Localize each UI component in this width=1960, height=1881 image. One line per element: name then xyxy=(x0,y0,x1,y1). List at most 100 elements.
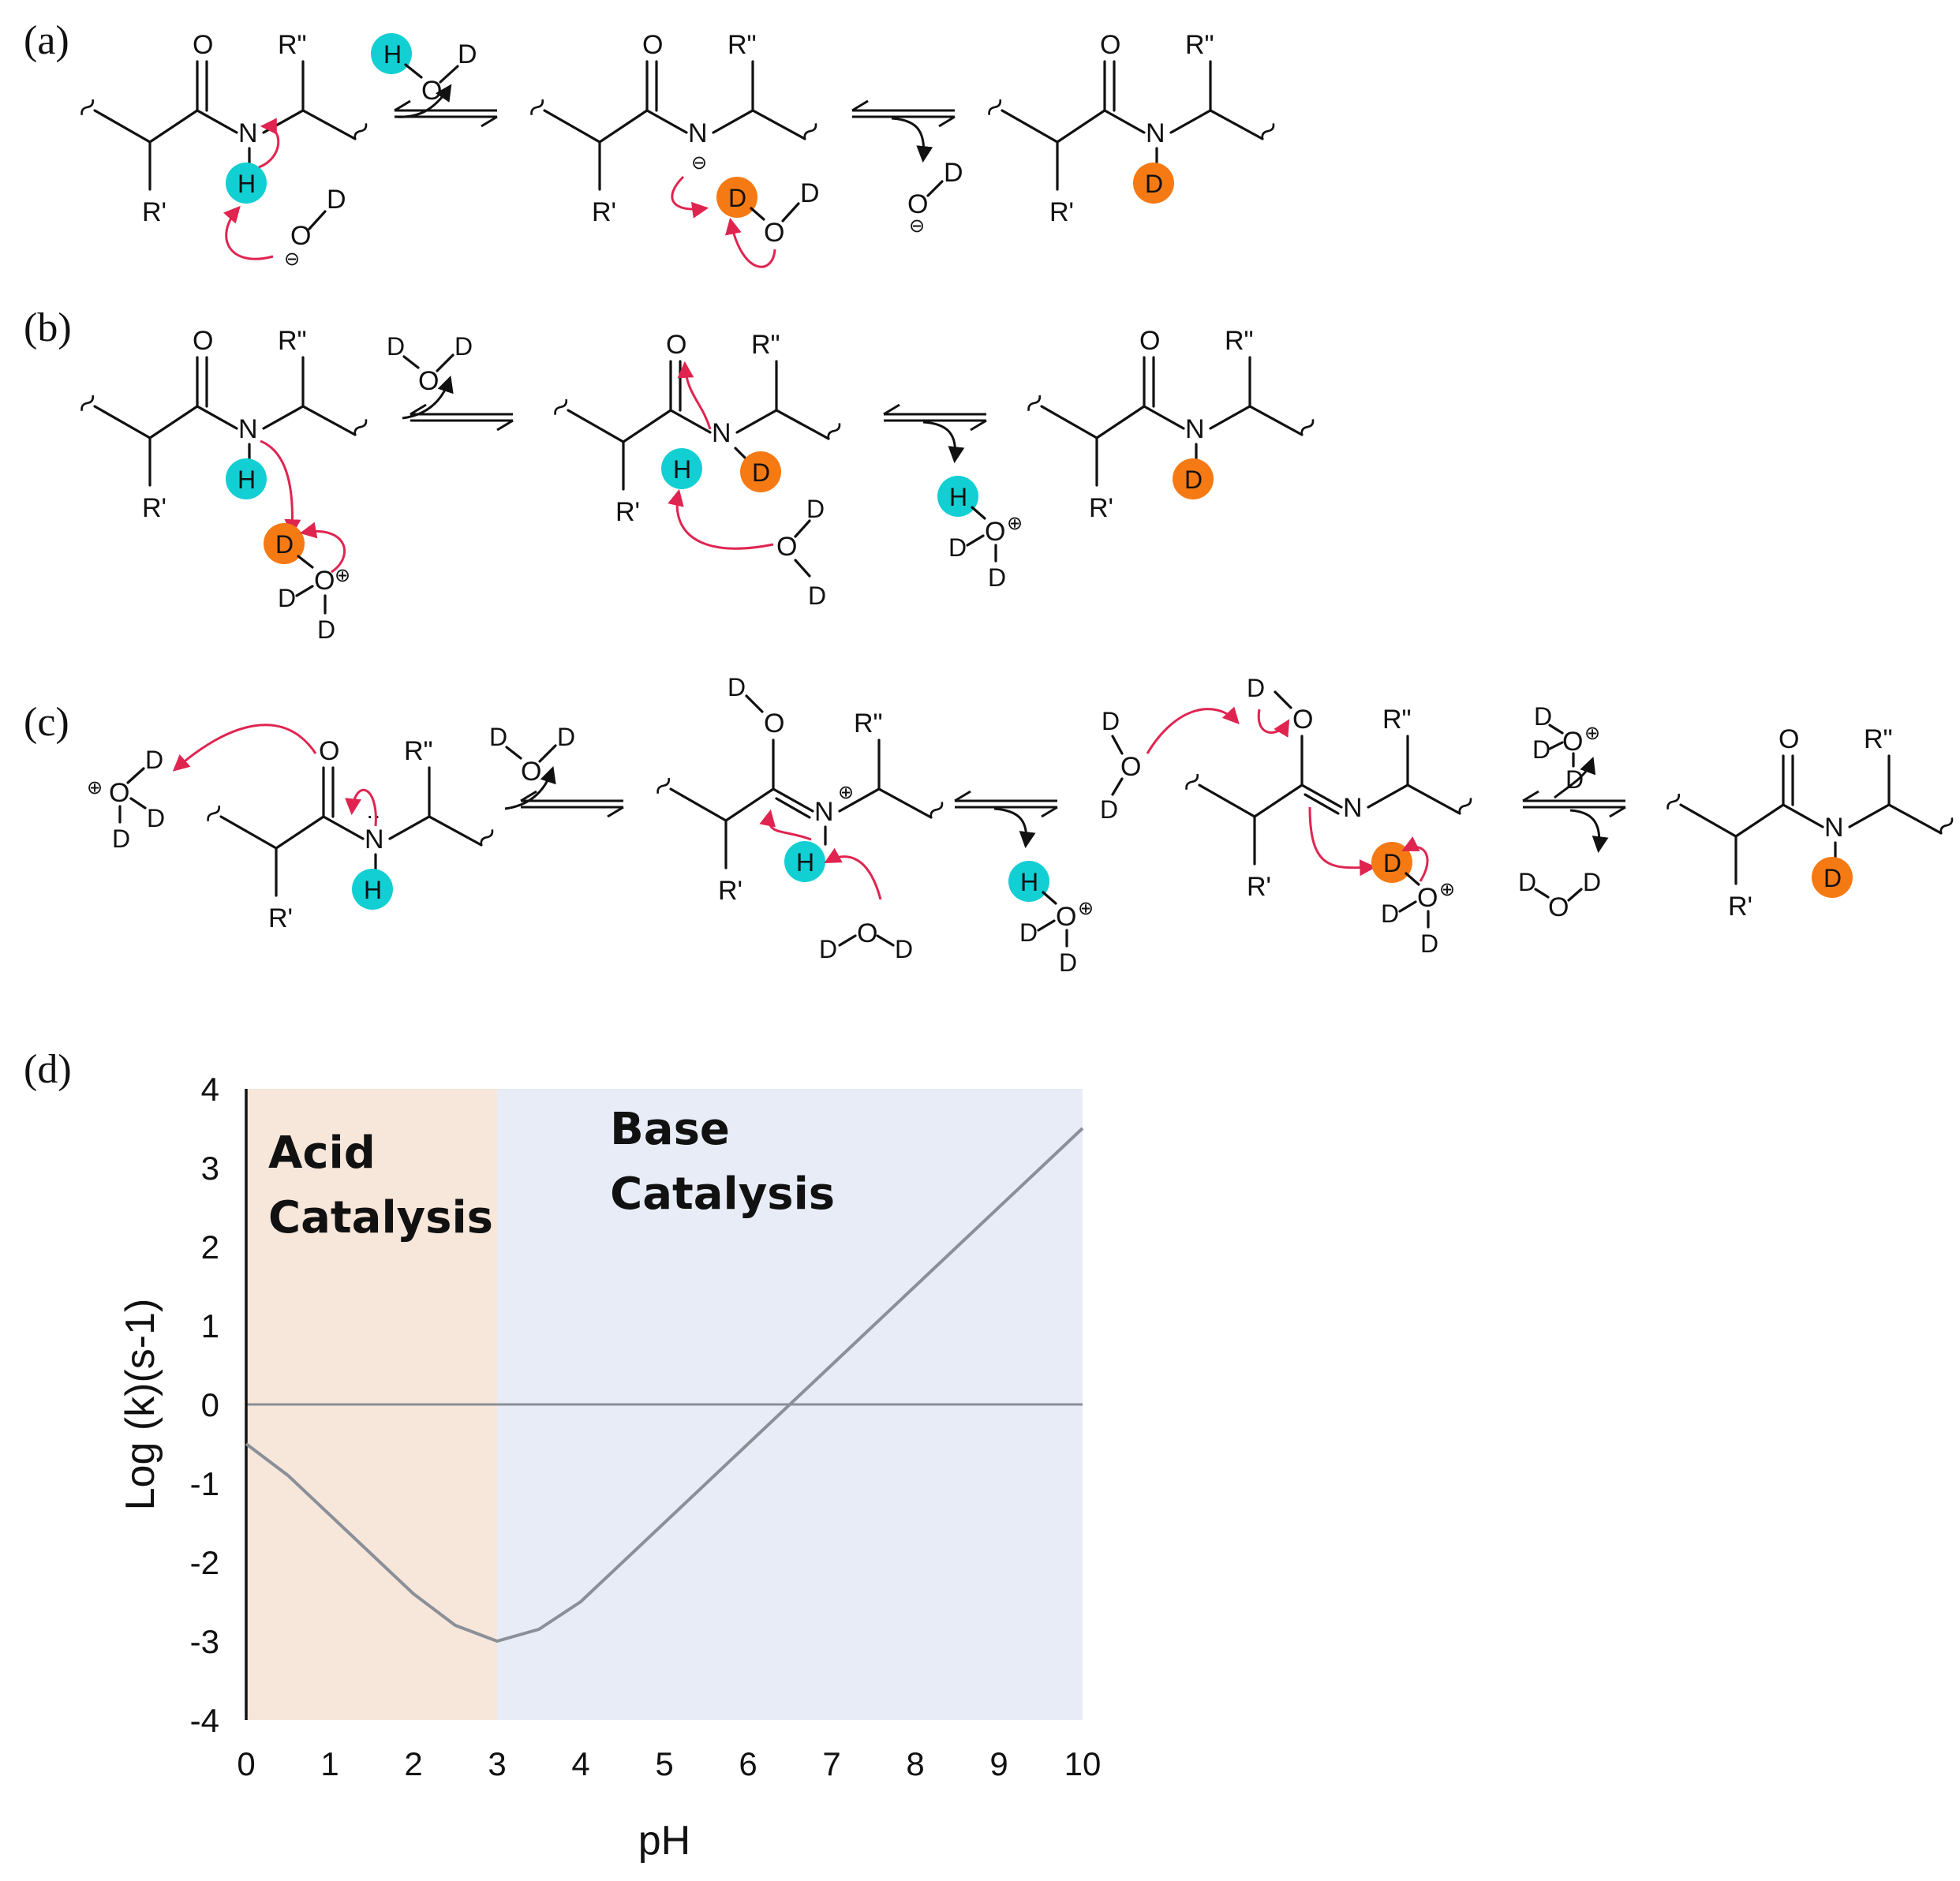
hydrogen-circle xyxy=(226,163,267,204)
atom-r1: R' xyxy=(1089,493,1113,523)
atom-d: D xyxy=(728,673,746,701)
atom-d: D xyxy=(147,804,165,832)
acid-region-label: Acid xyxy=(268,1127,376,1179)
x-tick-label: 6 xyxy=(739,1745,757,1782)
panel-a: (a) O N R" R' H O ⊖ D H O D xyxy=(24,18,1277,270)
atom-r2: R" xyxy=(1864,724,1893,754)
atom-d: D xyxy=(454,332,473,361)
lone-pair: ·· xyxy=(366,803,381,828)
atom-d: D xyxy=(1583,868,1601,896)
atom-d: D xyxy=(752,458,770,487)
atom-r1: R' xyxy=(1247,872,1271,902)
x-tick-label: 3 xyxy=(488,1745,506,1782)
plus-charge: ⊕ xyxy=(1078,898,1094,919)
x-tick-label: 1 xyxy=(320,1745,339,1782)
amide-c3: O D N R" R' D O ⊕ D D xyxy=(1185,674,1472,958)
equilibrium-arrow xyxy=(394,99,498,128)
atom-o: O xyxy=(642,30,663,60)
atom-r1: R' xyxy=(592,197,616,227)
atom-o: O xyxy=(857,918,877,948)
atom-d: D xyxy=(988,563,1006,592)
panel-c-label: (c) xyxy=(24,700,69,745)
equilibrium-arrow: H O ⊕ D D xyxy=(954,790,1094,977)
atom-o: O xyxy=(319,736,339,766)
atom-o: O xyxy=(1292,705,1313,735)
atom-r1: R' xyxy=(142,197,166,227)
amide-b3: O N R" R' D xyxy=(1025,326,1316,523)
equilibrium-arrow: O ⊖ D xyxy=(851,99,963,237)
atom-r2: R" xyxy=(751,330,780,360)
minus-charge: ⊖ xyxy=(284,249,300,270)
atom-r1: R' xyxy=(1049,197,1074,227)
x-tick-label: 7 xyxy=(822,1745,840,1782)
x-tick-label: 8 xyxy=(906,1745,924,1782)
red-arrow xyxy=(223,205,274,260)
atom-o: O xyxy=(1100,30,1120,60)
atom-n: N xyxy=(688,118,708,148)
amide-a3: O N R" R' D xyxy=(986,30,1277,227)
atom-o: O xyxy=(109,778,129,808)
atom-o: O xyxy=(1139,326,1160,356)
atom-d: D xyxy=(145,746,163,774)
atom-d: D xyxy=(1534,702,1552,731)
atom-h: H xyxy=(949,483,967,511)
atom-d: D xyxy=(895,935,913,963)
panel-b-label: (b) xyxy=(24,305,72,350)
atom-d: D xyxy=(1823,864,1842,892)
y-tick-label: -1 xyxy=(190,1465,219,1502)
panel-b: (b) O N R" R' H D O ⊕ D D D O xyxy=(24,305,1316,644)
atom-o: O xyxy=(1120,752,1141,782)
atom-d: D xyxy=(1145,170,1163,198)
red-arrow xyxy=(258,118,280,169)
base-region-label: Base xyxy=(610,1104,730,1155)
atom-r2: R" xyxy=(728,30,757,60)
atom-d: D xyxy=(948,533,967,562)
y-tick-label: -3 xyxy=(190,1623,219,1660)
atom-d: D xyxy=(806,495,825,523)
atom-r2: R" xyxy=(1225,326,1254,356)
atom-h: H xyxy=(364,876,382,904)
base-region-label: Catalysis xyxy=(610,1169,835,1220)
atom-o: O xyxy=(764,218,784,248)
atom-o: O xyxy=(764,709,784,739)
atom-n: N xyxy=(1185,414,1205,444)
atom-n: N xyxy=(814,797,834,827)
atom-d: D xyxy=(1019,918,1038,947)
atom-r2: R" xyxy=(278,30,307,60)
amide-b1: O N R" R' H D O ⊕ D D xyxy=(78,326,369,644)
atom-r1: R' xyxy=(142,493,166,523)
amide-a2: O N ⊖ R" R' D O D xyxy=(528,30,820,268)
atom-h: H xyxy=(238,466,256,494)
atom-o: O xyxy=(1417,883,1438,913)
atom-r1: R' xyxy=(718,876,742,906)
atom-d: D xyxy=(489,723,507,751)
atom-n: N xyxy=(1146,118,1165,148)
amide-c2: O D N ⊕ R" R' H O D D xyxy=(656,673,944,963)
y-axis-label: Log (k)(s-1) xyxy=(118,1299,163,1511)
atom-d: D xyxy=(1383,849,1401,877)
y-tick-label: 0 xyxy=(201,1386,219,1423)
atom-d: D xyxy=(1381,899,1399,928)
plus-charge: ⊕ xyxy=(335,565,350,586)
atom-o: O xyxy=(1056,902,1076,932)
atom-r2: R" xyxy=(854,709,883,739)
atom-o: O xyxy=(290,221,311,251)
amide-b2: O N R" R' H D O D D xyxy=(552,330,843,610)
atom-o: O xyxy=(314,566,335,596)
y-tick-label: -4 xyxy=(190,1702,219,1739)
x-tick-label: 2 xyxy=(404,1745,422,1782)
atom-d: D xyxy=(728,184,746,212)
atom-d: D xyxy=(557,723,575,751)
atom-d: D xyxy=(275,530,294,559)
acid-region-label: Catalysis xyxy=(268,1192,493,1243)
y-tick-label: 2 xyxy=(201,1228,219,1266)
atom-r2: R" xyxy=(1382,705,1412,735)
x-axis-label: pH xyxy=(638,1818,690,1864)
x-tick-label: 0 xyxy=(237,1745,255,1782)
atom-o: O xyxy=(521,757,541,787)
amide-c1: O N ·· R" R' H xyxy=(172,724,496,933)
ph-rate-chart: AcidCatalysisBaseCatalysis43210-1-2-3-40… xyxy=(118,1071,1101,1864)
atom-r1: R' xyxy=(615,497,640,527)
y-tick-label: 3 xyxy=(201,1150,219,1187)
